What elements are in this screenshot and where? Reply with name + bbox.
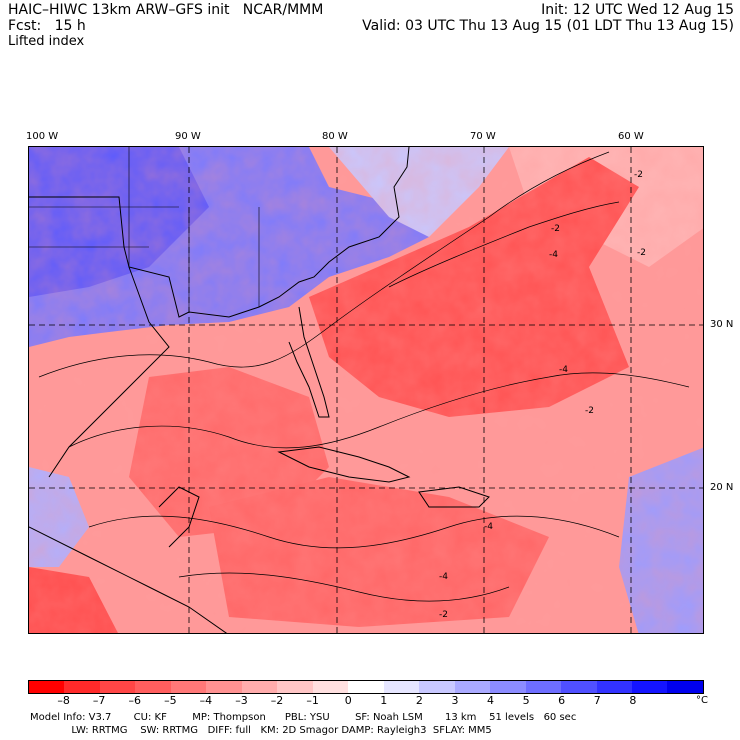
contour-label: -2 bbox=[585, 406, 594, 416]
colorbar-swatch bbox=[29, 681, 65, 693]
forecast-hour: Fcst: 15 h bbox=[8, 18, 86, 34]
colorbar-swatch bbox=[206, 681, 242, 693]
coastline-central-america bbox=[29, 526, 228, 633]
colorbar-tick-label: 2 bbox=[415, 694, 423, 707]
lon-label-60w: 60 W bbox=[618, 131, 644, 142]
colorbar-swatch bbox=[667, 681, 703, 693]
colorbar-tick-label: –4 bbox=[199, 694, 213, 707]
contour-labels: -2 -4 -4 -2 -2 -4 -2 -4 -2 bbox=[439, 170, 646, 620]
colorbar-tick-label: –6 bbox=[128, 694, 141, 707]
colorbar-swatch bbox=[419, 681, 455, 693]
colorbar-swatch bbox=[490, 681, 526, 693]
colorbar-swatch bbox=[64, 681, 100, 693]
colorbar-tick-label: 5 bbox=[522, 694, 530, 707]
lon-label-90w: 90 W bbox=[175, 131, 201, 142]
colorbar-swatch bbox=[561, 681, 597, 693]
colorbar-tick-label: 3 bbox=[451, 694, 459, 707]
init-time: Init: 12 UTC Wed 12 Aug 15 bbox=[541, 2, 734, 18]
colorbar-tick-label: 1 bbox=[380, 694, 388, 707]
colorbar-tick-label: –3 bbox=[235, 694, 248, 707]
model-info-line2: LW: RRTMG SW: RRTMG DIFF: full KM: 2D Sm… bbox=[30, 725, 492, 736]
colorbar-swatch bbox=[170, 681, 207, 693]
lon-label-80w: 80 W bbox=[322, 131, 348, 142]
contour-label: -4 bbox=[549, 250, 558, 260]
contours bbox=[38, 151, 690, 602]
colorbar-tick-label: 6 bbox=[558, 694, 566, 707]
colorbar-tick-label: –1 bbox=[306, 694, 319, 707]
lat-label-30n: 30 N bbox=[710, 319, 734, 330]
colorbar-swatch bbox=[525, 681, 562, 693]
colorbar-swatch bbox=[348, 681, 384, 693]
colorbar-swatch bbox=[135, 681, 171, 693]
colorbar-tick-label: –8 bbox=[57, 694, 70, 707]
colorbar-unit: °C bbox=[696, 695, 708, 706]
colorbar-swatch bbox=[99, 681, 136, 693]
coastline-yucatan bbox=[158, 486, 200, 548]
colorbar-tick-label: 0 bbox=[344, 694, 352, 707]
colorbar-swatch bbox=[383, 681, 420, 693]
field-name: Lifted index bbox=[8, 34, 85, 49]
valid-time: Valid: 03 UTC Thu 13 Aug 15 (01 LDT Thu … bbox=[362, 18, 734, 34]
map-canvas: -2 -4 -4 -2 -2 -4 -2 -4 -2 bbox=[29, 147, 703, 633]
colorbar-tick-label: 7 bbox=[593, 694, 601, 707]
colorbar-tick-label: 8 bbox=[629, 694, 637, 707]
colorbar-swatch bbox=[454, 681, 491, 693]
contour-label: -4 bbox=[559, 365, 568, 375]
lat-label-20n: 20 N bbox=[710, 482, 734, 493]
graticule bbox=[29, 147, 703, 633]
colorbar-tick-label: –2 bbox=[270, 694, 284, 707]
contour-label: -2 bbox=[439, 610, 448, 620]
texture-overlay bbox=[29, 147, 703, 633]
colorbar-tick-label: –7 bbox=[92, 694, 106, 707]
colorbar-swatch bbox=[596, 681, 632, 693]
model-title: HAIC–HIWC 13km ARW–GFS init NCAR/MMM bbox=[8, 2, 324, 18]
contour-label: -2 bbox=[637, 248, 646, 258]
colorbar bbox=[28, 680, 704, 694]
contour-label: -4 bbox=[484, 522, 493, 532]
lifted-index-map: -2 -4 -4 -2 -2 -4 -2 -4 -2 bbox=[28, 146, 704, 634]
colorbar-swatch bbox=[312, 681, 349, 693]
colorbar-swatch bbox=[277, 681, 313, 693]
model-info-line1: Model Info: V3.7 CU: KF MP: Thompson PBL… bbox=[30, 712, 577, 723]
colorbar-swatch bbox=[241, 681, 278, 693]
coastline-cuba bbox=[277, 446, 411, 483]
coastline-florida bbox=[288, 306, 330, 418]
lon-label-70w: 70 W bbox=[470, 131, 496, 142]
contour-label: -2 bbox=[551, 224, 560, 234]
colorbar-swatch bbox=[631, 681, 668, 693]
lon-label-100w: 100 W bbox=[26, 131, 59, 142]
contour-label: -4 bbox=[439, 572, 448, 582]
contour-label: -2 bbox=[634, 170, 643, 180]
colorbar-tick-label: –5 bbox=[164, 694, 177, 707]
colorbar-tick-label: 4 bbox=[487, 694, 495, 707]
